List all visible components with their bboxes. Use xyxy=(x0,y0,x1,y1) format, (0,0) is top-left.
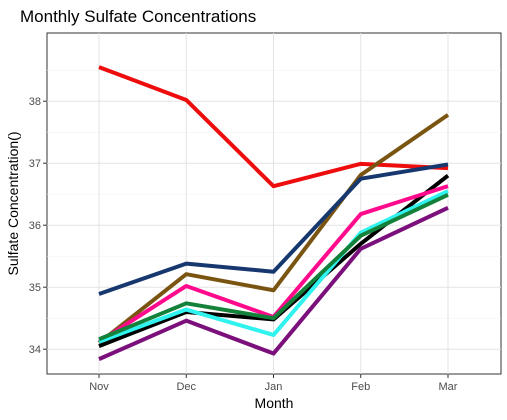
series-line-2 xyxy=(97,113,450,345)
x-tick-label: Nov xyxy=(89,381,109,393)
series-layer xyxy=(97,65,450,361)
y-tick-label: 38 xyxy=(29,96,41,108)
x-tick-label: Feb xyxy=(351,381,370,393)
y-tick-label: 36 xyxy=(29,220,41,232)
major-gridlines xyxy=(47,33,501,374)
x-tick-label: Dec xyxy=(176,381,196,393)
y-tick-label: 35 xyxy=(29,282,41,294)
y-axis: 34 35 36 37 38 xyxy=(29,96,47,356)
y-tick-label: 37 xyxy=(29,158,41,170)
y-axis-title: Sulfate Concentration() xyxy=(5,132,21,276)
series-line-7 xyxy=(98,193,449,342)
x-axis: Nov Dec Jan Feb Mar xyxy=(89,374,458,393)
x-tick-label: Jan xyxy=(265,381,283,393)
series-line-3 xyxy=(98,162,449,296)
series-line-6 xyxy=(98,189,449,344)
x-tick-label: Mar xyxy=(439,381,458,393)
y-tick-label: 34 xyxy=(29,344,41,356)
series-line-8 xyxy=(98,206,449,361)
x-axis-title: Month xyxy=(255,395,294,411)
chart-title: Monthly Sulfate Concentrations xyxy=(20,7,256,26)
series-line-1 xyxy=(98,65,449,189)
